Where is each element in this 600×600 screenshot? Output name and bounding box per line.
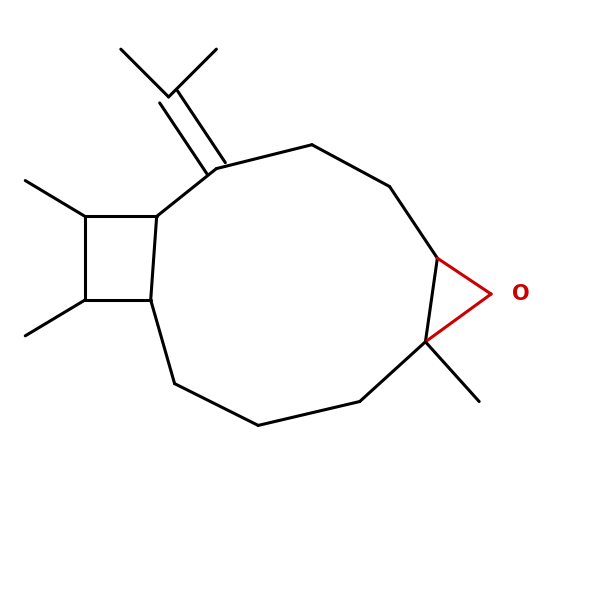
Text: O: O [512,284,530,304]
